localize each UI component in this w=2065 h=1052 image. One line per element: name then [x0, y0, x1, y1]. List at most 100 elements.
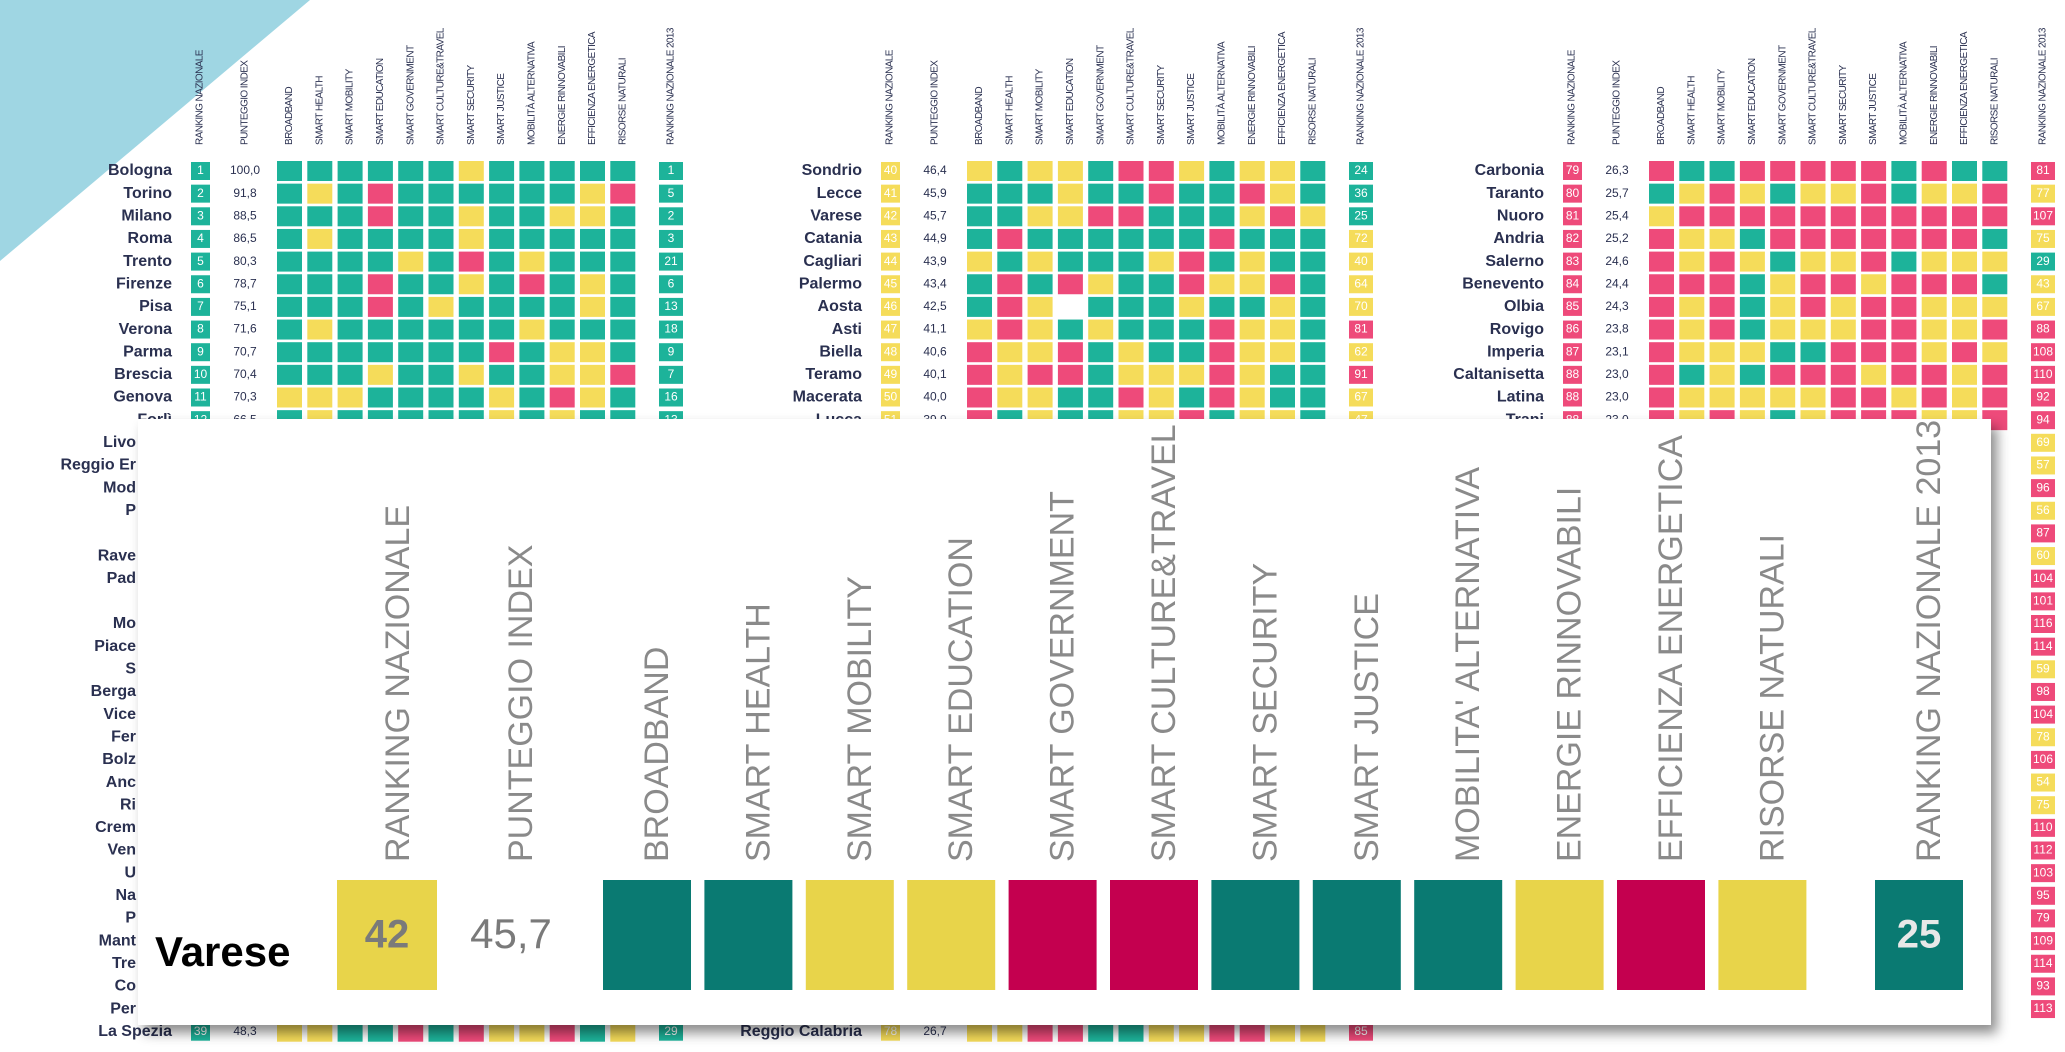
indicator-cell — [1770, 183, 1796, 204]
indicator-cell — [1057, 161, 1083, 181]
indicator-cell — [1148, 251, 1174, 272]
rank2013: 91 — [1354, 367, 1368, 381]
indicator-cell — [580, 183, 605, 204]
rank2013-cell — [2031, 501, 2055, 520]
rank2013-cell — [2031, 864, 2055, 883]
city-name: Olbia — [1504, 298, 1544, 315]
rank2013-cell — [2031, 275, 2055, 294]
column-header: MOBILITÀ ALTERNATIVA — [525, 41, 538, 145]
indicator-cell — [1800, 228, 1826, 249]
rank2013: 40 — [1354, 254, 1368, 268]
indicator-cell — [277, 228, 302, 249]
indicator-cell — [428, 296, 454, 317]
indicator-cell — [1270, 274, 1295, 295]
indicator-cell — [1861, 161, 1887, 181]
indicator-cell — [1300, 296, 1326, 317]
indicator-cell — [1679, 342, 1705, 363]
indicator-cell — [1679, 387, 1705, 408]
indicator-cell — [489, 296, 515, 317]
rank2013-cell — [2031, 728, 2055, 747]
city-name-fragment: Na — [116, 887, 137, 904]
indicator-cell — [1057, 342, 1083, 363]
rank-cell — [1563, 320, 1582, 339]
indicator-cell — [1300, 342, 1326, 363]
rank: 8 — [197, 322, 204, 336]
score: 23,0 — [1605, 367, 1629, 381]
popup-indicator-cell — [1110, 880, 1198, 990]
indicator-cell — [1209, 251, 1235, 272]
score: 86,5 — [233, 231, 257, 245]
indicator-cell — [1770, 342, 1796, 363]
indicator-cell — [1709, 206, 1735, 227]
rank: 79 — [1566, 163, 1580, 177]
indicator-cell — [1209, 387, 1235, 408]
indicator-cell — [1027, 296, 1053, 317]
popup-indicator-cell — [1008, 880, 1097, 990]
rank2013: 96 — [2036, 480, 2050, 494]
indicator-cell — [1982, 228, 2008, 249]
city-name: Cagliari — [803, 253, 862, 270]
score: 48,3 — [233, 1024, 257, 1038]
rank2013: 92 — [2036, 390, 2050, 404]
indicator-cell — [1649, 251, 1674, 272]
indicator-cell — [277, 296, 302, 317]
rank2013-cell — [2031, 841, 2055, 860]
score: 88,5 — [233, 208, 257, 222]
indicator-cell — [1679, 206, 1705, 227]
indicator-cell — [610, 161, 636, 181]
indicator-cell — [1088, 319, 1114, 340]
score: 25,4 — [1605, 208, 1629, 222]
rank-cell — [1563, 162, 1582, 180]
indicator-cell — [1739, 387, 1765, 408]
indicator-cell — [1921, 296, 1947, 317]
rank2013: 18 — [664, 322, 678, 336]
indicator-cell — [967, 161, 992, 181]
indicator-cell — [1300, 206, 1326, 227]
indicator-cell — [367, 296, 393, 317]
city-name-fragment: Tre — [112, 955, 136, 972]
indicator-cell — [610, 1021, 636, 1042]
indicator-cell — [1649, 274, 1674, 295]
indicator-cell — [367, 161, 393, 181]
column-header: SMART JUSTICE — [496, 73, 507, 145]
rank-cell — [191, 320, 210, 339]
rank: 82 — [1566, 231, 1580, 245]
indicator-cell — [337, 161, 363, 181]
city-name-fragment: U — [124, 864, 136, 881]
indicator-cell — [1270, 206, 1295, 227]
city-name-fragment: Livo — [103, 434, 136, 451]
rank-cell — [881, 207, 900, 226]
rank2013-cell — [1349, 207, 1373, 226]
indicator-cell — [1709, 319, 1735, 340]
column-header: SMART GOVERNMENT — [405, 45, 416, 145]
city-name-fragment: Berga — [91, 683, 136, 700]
indicator-cell — [1800, 183, 1826, 204]
indicator-cell — [1209, 228, 1235, 249]
indicator-cell — [489, 364, 515, 385]
indicator-cell — [307, 1021, 333, 1042]
indicator-cell — [307, 296, 333, 317]
column-header: RISORSE NATURALI — [617, 58, 628, 145]
indicator-cell — [458, 364, 484, 385]
indicator-cell — [1209, 206, 1235, 227]
indicator-cell — [277, 387, 302, 408]
indicator-cell — [1952, 342, 1977, 363]
indicator-cell — [1891, 251, 1917, 272]
rank2013-cell — [2031, 886, 2055, 905]
indicator-cell — [1891, 274, 1917, 295]
indicator-cell — [1982, 161, 2008, 181]
indicator-cell — [489, 342, 515, 363]
indicator-cell — [1861, 274, 1887, 295]
score: 23,1 — [1605, 344, 1629, 358]
indicator-cell — [1739, 296, 1765, 317]
indicator-cell — [458, 206, 484, 227]
rank2013: 101 — [2033, 594, 2053, 608]
indicator-cell — [1739, 228, 1765, 249]
rank: 43 — [884, 231, 898, 245]
indicator-cell — [580, 1021, 605, 1042]
rank-cell — [1563, 229, 1582, 248]
column-header: RANKING NAZIONALE — [195, 49, 206, 145]
column-header: SMART MOBILITY — [1717, 68, 1728, 145]
indicator-cell — [1861, 296, 1887, 317]
city-name: Benevento — [1462, 275, 1544, 292]
